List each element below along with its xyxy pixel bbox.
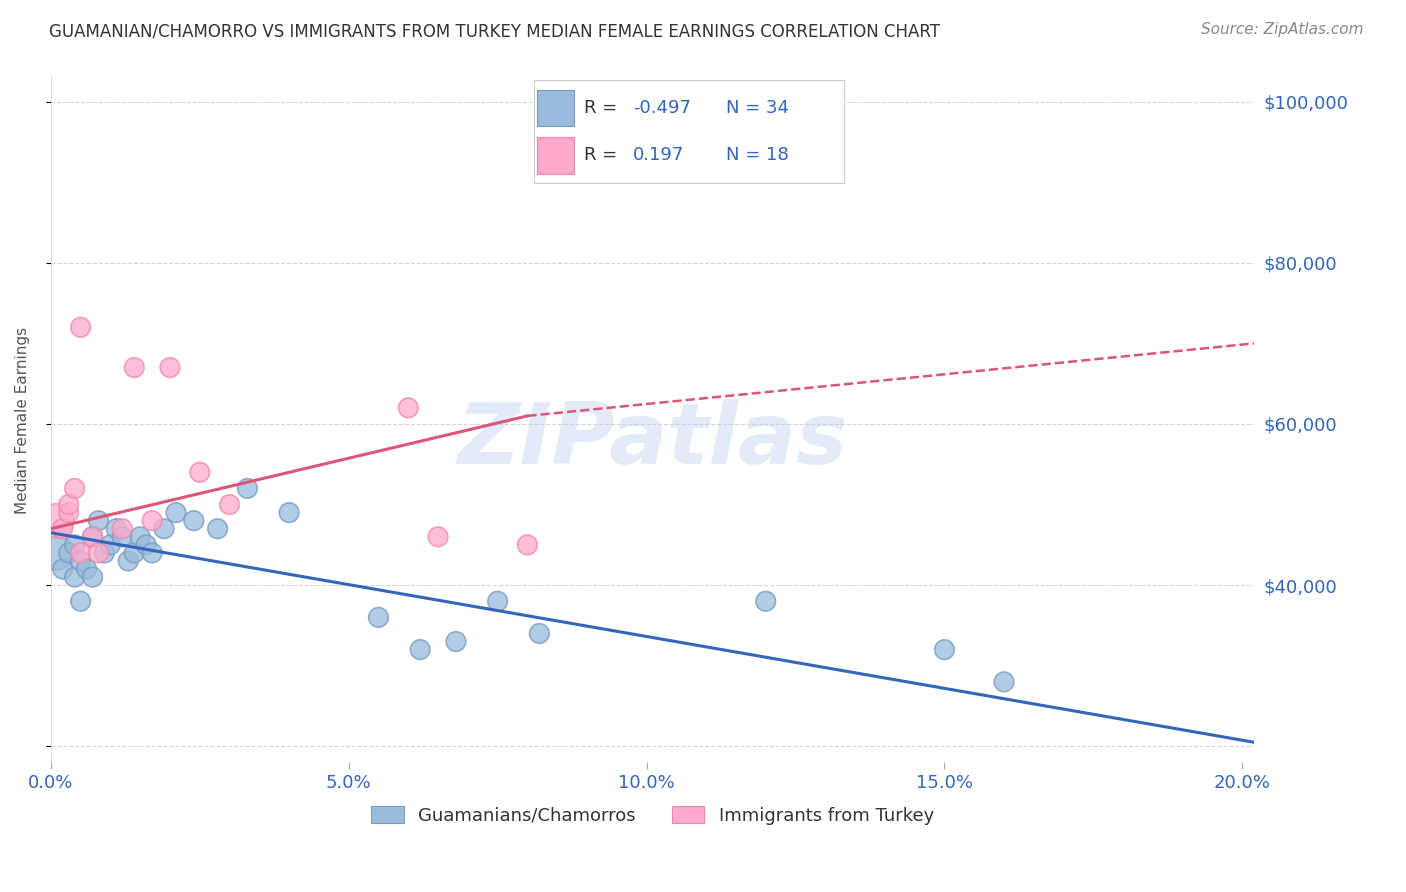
Point: [183, 514, 205, 528]
Point: [159, 360, 181, 375]
Point: [69, 594, 91, 608]
Point: [934, 642, 956, 657]
Point: [141, 546, 163, 560]
Point: [58, 506, 80, 520]
Text: N = 18: N = 18: [725, 146, 789, 164]
Point: [141, 514, 163, 528]
Text: GUAMANIAN/CHAMORRO VS IMMIGRANTS FROM TURKEY MEDIAN FEMALE EARNINGS CORRELATION : GUAMANIAN/CHAMORRO VS IMMIGRANTS FROM TU…: [49, 22, 941, 40]
Point: [367, 610, 389, 624]
Point: [444, 634, 467, 648]
Point: [93, 546, 115, 560]
Point: [135, 538, 157, 552]
Text: -0.497: -0.497: [633, 99, 692, 117]
Text: R =: R =: [583, 99, 623, 117]
Point: [396, 401, 419, 415]
Point: [111, 530, 134, 544]
Point: [122, 360, 145, 375]
Point: [111, 522, 134, 536]
Text: ZIPatlas: ZIPatlas: [457, 399, 848, 482]
Point: [52, 562, 75, 576]
Point: [82, 530, 104, 544]
Point: [993, 674, 1015, 689]
Point: [165, 506, 187, 520]
Point: [45, 546, 67, 560]
Point: [236, 482, 259, 496]
Point: [69, 546, 91, 560]
Point: [100, 538, 122, 552]
Text: R =: R =: [583, 146, 623, 164]
Point: [76, 562, 98, 576]
Point: [58, 546, 80, 560]
Point: [82, 530, 104, 544]
FancyBboxPatch shape: [537, 136, 575, 174]
Point: [45, 514, 67, 528]
Point: [87, 514, 110, 528]
Point: [105, 522, 128, 536]
Point: [69, 320, 91, 334]
Point: [486, 594, 509, 608]
Point: [58, 498, 80, 512]
Point: [188, 466, 211, 480]
Point: [153, 522, 176, 536]
Legend: Guamanians/Chamorros, Immigrants from Turkey: Guamanians/Chamorros, Immigrants from Tu…: [364, 799, 941, 832]
Point: [69, 554, 91, 568]
Text: N = 34: N = 34: [725, 99, 789, 117]
Point: [218, 498, 240, 512]
FancyBboxPatch shape: [537, 89, 575, 127]
Point: [529, 626, 551, 640]
Point: [409, 642, 432, 657]
Point: [63, 538, 86, 552]
Point: [63, 570, 86, 584]
Point: [52, 522, 75, 536]
Point: [63, 482, 86, 496]
Point: [122, 546, 145, 560]
Text: 0.197: 0.197: [633, 146, 685, 164]
Y-axis label: Median Female Earnings: Median Female Earnings: [15, 326, 30, 514]
Point: [427, 530, 450, 544]
Point: [207, 522, 229, 536]
Point: [87, 546, 110, 560]
Text: Source: ZipAtlas.com: Source: ZipAtlas.com: [1201, 22, 1364, 37]
Point: [278, 506, 301, 520]
Point: [82, 570, 104, 584]
Point: [129, 530, 152, 544]
Point: [516, 538, 538, 552]
Point: [755, 594, 778, 608]
Point: [117, 554, 139, 568]
